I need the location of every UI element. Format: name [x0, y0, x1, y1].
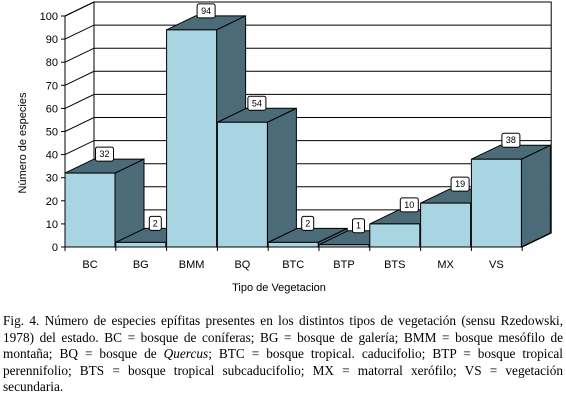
- bar-front: [216, 121, 268, 248]
- y-tick-label: 70: [46, 80, 58, 92]
- data-label-box: [352, 218, 365, 234]
- caption-fig-label: Fig. 4.: [3, 313, 40, 328]
- bar-front: [64, 172, 116, 248]
- y-tick-label: 20: [46, 196, 58, 208]
- caption-italic-term: Quercus: [163, 346, 209, 361]
- bar-side: [266, 107, 297, 248]
- caption-text: Número de especies epífitas presentes en…: [3, 313, 564, 361]
- x-tick-label-VS: VS: [489, 259, 504, 271]
- data-label-BTC: 2: [305, 218, 310, 228]
- data-label-box: [196, 3, 216, 19]
- gridline: [64, 140, 552, 156]
- data-label-box: [501, 132, 521, 148]
- bar-side: [520, 144, 551, 248]
- data-label-BMM: 94: [201, 6, 211, 16]
- data-label-VS: 38: [506, 135, 516, 145]
- bar-front: [369, 223, 421, 248]
- x-tick-label-BC: BC: [82, 259, 97, 271]
- data-label-BC: 32: [99, 149, 109, 159]
- bar-BC: [64, 158, 145, 248]
- gridline: [64, 1, 552, 17]
- y-tick-label: 100: [40, 11, 58, 23]
- bars: [64, 15, 551, 248]
- bar-front: [420, 202, 472, 248]
- y-tick-label: 50: [46, 127, 58, 139]
- data-label-box: [301, 215, 315, 231]
- data-label-BTS: 10: [404, 200, 414, 210]
- x-tick-label-BTS: BTS: [384, 259, 405, 271]
- data-label-box: [247, 95, 267, 111]
- gridline: [64, 24, 552, 40]
- y-tick-label: 10: [46, 219, 58, 231]
- data-labels: 32 2 94 54 2 1 10 19 38: [95, 3, 521, 234]
- x-tick-label-BTC: BTC: [282, 259, 304, 271]
- data-label-box: [450, 176, 470, 192]
- y-axis-title: Número de especies: [17, 92, 29, 193]
- y-tick-label: 90: [46, 34, 58, 46]
- data-label-BTP: 1: [356, 221, 361, 231]
- y-tick-label: 30: [46, 173, 58, 185]
- gridline: [64, 93, 552, 109]
- data-label-BG: 2: [153, 218, 158, 228]
- x-tick-label-BMM: BMM: [179, 259, 205, 271]
- bar-front: [318, 244, 370, 248]
- gridline: [64, 70, 552, 86]
- data-label-box: [148, 215, 162, 231]
- bar-front: [267, 241, 319, 248]
- bar-BQ: [216, 107, 297, 248]
- data-label-box: [95, 146, 114, 162]
- gridline: [64, 47, 552, 63]
- gridline: [64, 117, 552, 132]
- bar-chart: 0 10 20 30 40 50 60 70 80 90 100 BC BG BMM BQ BTC BTP BT…: [17, 1, 552, 294]
- y-tick-label: 40: [46, 150, 58, 162]
- x-tick-label-MX: MX: [437, 259, 454, 271]
- bar-VS: [470, 144, 551, 248]
- y-tick-labels: 0 10 20 30 40 50 60 70 80 90 100: [40, 11, 58, 254]
- x-tick-label-BQ: BQ: [234, 259, 250, 271]
- x-tick-label-BG: BG: [133, 259, 149, 271]
- data-label-box: [399, 197, 419, 213]
- figure-caption: Fig. 4. Número de especies epífitas pres…: [3, 313, 563, 396]
- data-label-BQ: 54: [252, 98, 262, 108]
- bar-front: [166, 29, 218, 248]
- x-tick-labels: BC BG BMM BQ BTC BTP BTS MX VS: [82, 259, 503, 271]
- caption-text-end: ; BTC = bosque tropical. caducifolio; BT…: [3, 346, 563, 394]
- bar-front: [470, 158, 522, 248]
- y-tick-label: 0: [52, 242, 58, 254]
- data-label-MX: 19: [455, 179, 465, 189]
- x-axis-title: Tipo de Vegetacion: [232, 282, 326, 294]
- bar-front: [115, 241, 167, 248]
- y-tick-label: 80: [46, 57, 58, 69]
- y-tick-label: 60: [46, 103, 58, 115]
- x-tick-label-BTP: BTP: [333, 259, 354, 271]
